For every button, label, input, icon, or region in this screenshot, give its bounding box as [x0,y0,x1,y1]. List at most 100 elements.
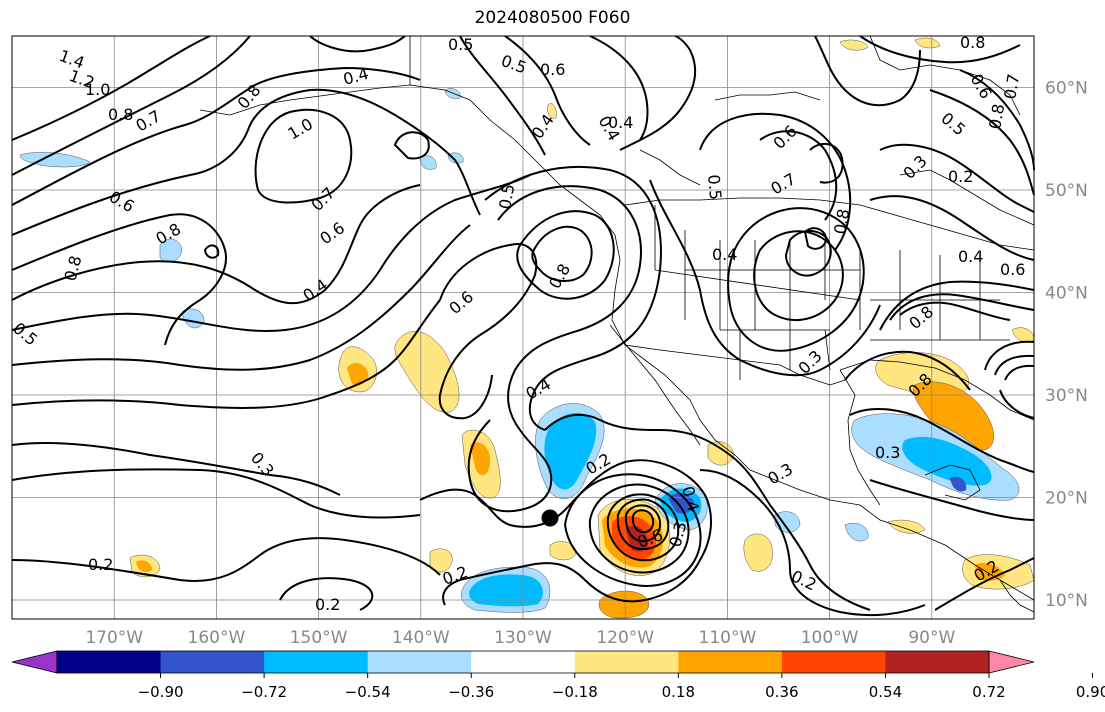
cool-patch [419,155,437,170]
coastlines [199,35,1035,613]
contour-line [929,89,1035,196]
lat-tick-label: 60°N [1045,79,1088,99]
colorbar-frame [56,650,990,674]
colorbar-bin [678,651,783,673]
colorbar-extend-low [11,650,58,674]
warm-patch [839,39,869,51]
contour-line [784,230,832,277]
lon-tick-label: 100°W [801,628,859,648]
colorbar-tick-label: −0.72 [241,683,287,701]
contour-line [11,537,441,582]
contour-label: 0.6 [1000,260,1025,279]
contour-line [934,557,1035,611]
longitude-tick-labels: 170°W 160°W 150°W 140°W 130°W 120°W 110°W 100°W… [85,628,955,648]
cool-patch [447,152,464,164]
colorbar-bin [471,651,576,673]
colorbar-extend-high [988,650,1035,674]
contour-label: 0.2 [88,555,113,574]
lat-tick-label: 50°N [1045,181,1088,201]
contour-line [11,66,421,206]
contour-line [994,354,1035,376]
warm-patch [913,381,994,451]
contour-line [484,165,662,431]
contour-line [631,509,655,534]
contour-line [879,280,1035,331]
cool-patch [19,152,91,168]
contour-label: 0.2 [948,167,973,186]
contour-label: 0.4 [608,113,633,132]
lon-tick-label: 120°W [596,628,654,648]
storm-center-marker [541,509,559,527]
lat-tick-label: 30°N [1045,386,1088,406]
contour-label: 0.8 [830,207,853,235]
contour-label: 0.4 [958,247,983,266]
colorbar-bin [885,651,990,673]
contour-line [999,389,1035,419]
contour-line [438,243,538,420]
cool-patch [544,412,597,490]
contour-label: 0.3 [875,443,900,462]
colorbar-tick-label: 0.72 [972,683,1005,701]
warm-patch [547,103,557,119]
contour-label: 0.5 [495,182,518,210]
colorbar-bin [57,651,162,673]
contour-line [814,35,921,107]
contour-line [879,143,1035,213]
contour-line [809,142,844,184]
warm-patch [743,533,773,572]
lon-tick-label: 150°W [290,628,348,648]
contour-line [984,340,1035,371]
contour-line [606,493,680,562]
contour-line [11,174,531,332]
canada-north [639,91,821,186]
warm-patch [347,363,369,386]
map-frame [11,35,1035,620]
contour-label: 0.2 [315,595,340,614]
contour-line [279,577,374,611]
lon-tick-label: 90°W [908,628,955,648]
canada-lakes [899,169,1035,226]
us-mexico-border [624,344,846,386]
contour-line [563,473,702,587]
warm-patch [470,442,490,476]
colorbar-tick-label: −0.90 [138,683,184,701]
contour-line [699,469,926,617]
colorbar-tick-label: 0.54 [869,683,902,701]
contour-line [11,299,441,409]
contour-line [589,35,649,141]
lat-tick-label: 40°N [1045,284,1088,304]
lon-tick-label: 170°W [85,628,143,648]
yucatan-coast [924,464,981,501]
lon-tick-label: 110°W [699,628,757,648]
cool-patch [774,511,801,533]
colorbar-tick-label: −0.36 [448,683,494,701]
cool-patch [844,522,869,542]
colorbar-bin [264,651,369,673]
warm-patch [136,560,152,572]
contour-line [727,207,865,352]
contour-line [619,35,697,151]
contour-line [531,225,593,282]
contour-label: 0.8 [960,33,985,52]
contour-line [11,35,251,176]
contour-line [803,227,828,250]
contour-lines [11,35,1035,617]
cool-patch [668,493,694,514]
contour-label: 0.6 [540,60,565,79]
warm-patch [394,331,460,413]
contour-line [544,413,871,611]
baja-coast [609,324,701,446]
gulf-coast [839,369,881,506]
colorbar-tick-label: −0.54 [345,683,391,701]
contour-line [889,293,1035,321]
contour-line [459,35,546,156]
contour-line [11,224,471,371]
colorbar-tick-label: −0.18 [552,683,598,701]
contour-line [859,35,1021,64]
contour-line [699,112,852,251]
contour-label: 0.5 [448,35,473,54]
alaska-coast [409,36,861,506]
contour-line [516,210,615,300]
anomaly-shading [19,37,1035,619]
